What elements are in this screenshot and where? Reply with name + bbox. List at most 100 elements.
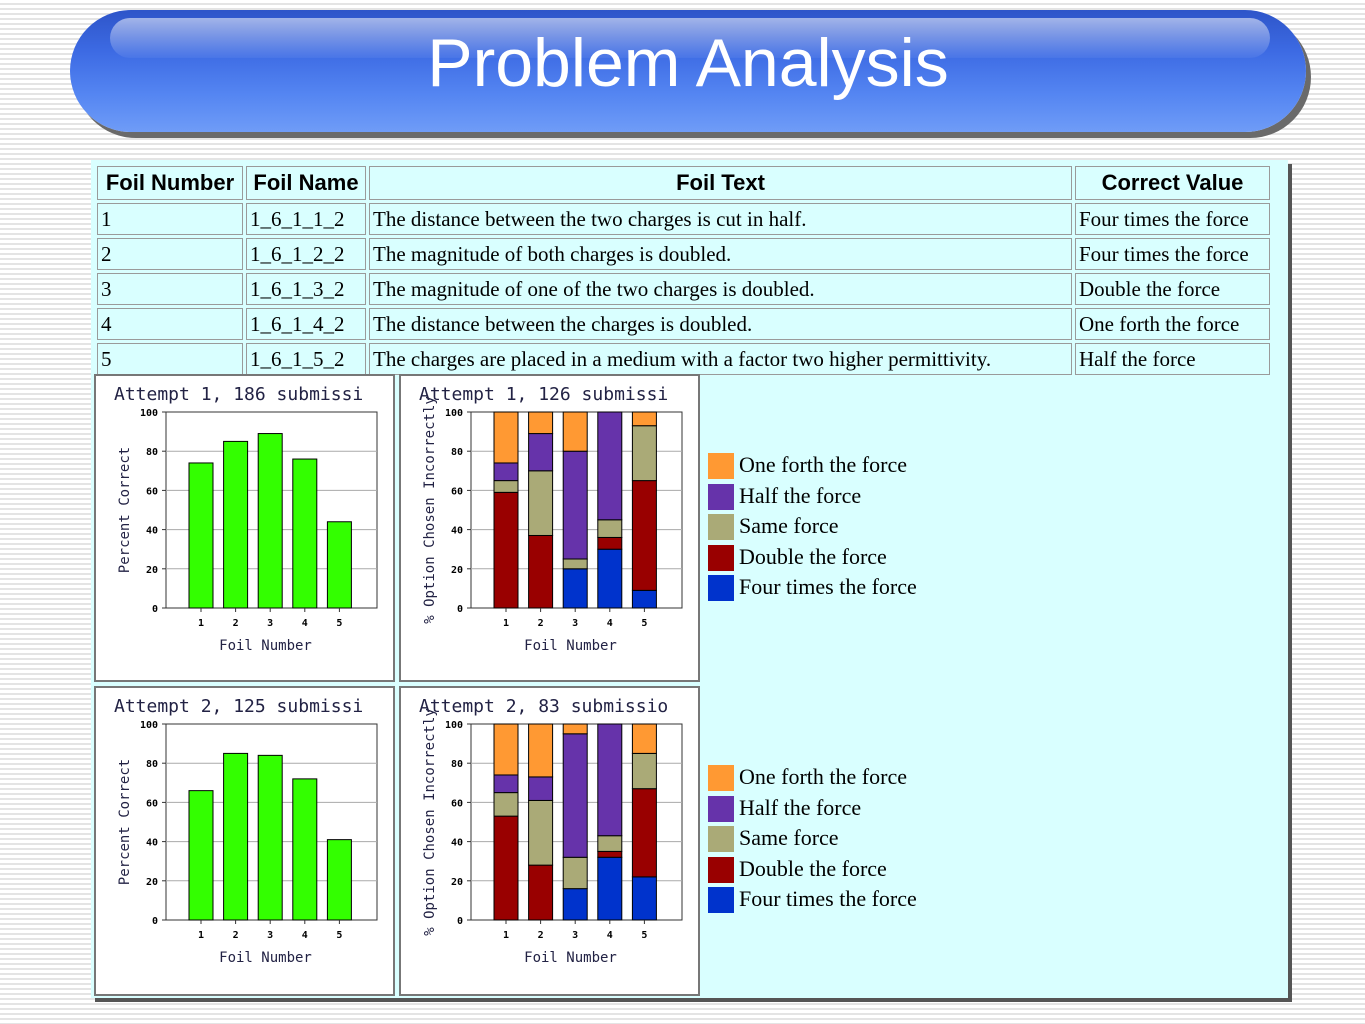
y-axis-label: Percent Correct bbox=[117, 447, 133, 573]
bar-segment bbox=[493, 411, 519, 464]
cell-foil-number: 2 bbox=[97, 238, 243, 270]
y-tick-label: 20 bbox=[451, 565, 463, 576]
x-tick-label: 2 bbox=[538, 930, 544, 941]
bar-segment bbox=[528, 723, 554, 778]
y-tick-label: 100 bbox=[445, 720, 463, 731]
table-row: 2 1_6_1_2_2 The magnitude of both charge… bbox=[97, 238, 1270, 270]
header-foil-number: Foil Number bbox=[97, 166, 243, 200]
y-tick-label: 20 bbox=[451, 877, 463, 888]
y-tick-label: 20 bbox=[146, 565, 158, 576]
bar-segment bbox=[562, 888, 588, 921]
y-tick-label: 100 bbox=[140, 720, 158, 731]
y-axis-label: % Option Chosen Incorrectly bbox=[422, 396, 438, 624]
legend-swatch bbox=[708, 453, 734, 479]
y-tick-label: 60 bbox=[451, 486, 463, 497]
bar-segment bbox=[631, 411, 657, 427]
chart-svg: Attempt 1, 186 submissi 0 20 40 60 80 100 Perce… bbox=[114, 384, 378, 654]
cell-foil-number: 3 bbox=[97, 273, 243, 305]
chart-svg: Attempt 1, 126 submissi 0 20 40 60 80 100 % Opt… bbox=[419, 384, 683, 654]
bar-segment bbox=[631, 425, 657, 482]
cell-foil-name: 1_6_1_2_2 bbox=[246, 238, 366, 270]
cell-foil-number: 4 bbox=[97, 308, 243, 340]
y-tick-label: 60 bbox=[451, 798, 463, 809]
foil-table: Foil Number Foil Name Foil Text Correct … bbox=[94, 163, 1273, 378]
legend-label: One forth the force bbox=[739, 764, 907, 789]
cell-foil-text: The magnitude of one of the two charges … bbox=[369, 273, 1072, 305]
cell-correct-value: Double the force bbox=[1075, 273, 1270, 305]
y-axis-label: % Option Chosen Incorrectly bbox=[422, 708, 438, 936]
bar-segment bbox=[562, 723, 588, 735]
chart-svg: Attempt 2, 83 submissio 0 20 40 60 80 100 % Opt… bbox=[419, 696, 683, 966]
header-foil-text: Foil Text bbox=[369, 166, 1072, 200]
x-tick-label: 2 bbox=[233, 618, 239, 629]
x-tick-label: 1 bbox=[503, 618, 509, 629]
legend-label: Double the force bbox=[739, 543, 887, 569]
x-tick-label: 4 bbox=[607, 930, 613, 941]
header-foil-name: Foil Name bbox=[246, 166, 366, 200]
x-tick-label: 3 bbox=[572, 930, 578, 941]
bar-segment bbox=[528, 411, 554, 435]
legend-swatch bbox=[708, 887, 734, 913]
y-tick-label: 60 bbox=[146, 486, 158, 497]
bar-segment bbox=[493, 480, 519, 493]
y-tick-label: 40 bbox=[146, 838, 158, 849]
table-header-row: Foil Number Foil Name Foil Text Correct … bbox=[97, 166, 1270, 200]
bar-segment bbox=[562, 733, 588, 858]
bar-segment bbox=[631, 589, 657, 609]
cell-foil-text: The magnitude of both charges is doubled… bbox=[369, 238, 1072, 270]
bar bbox=[326, 839, 352, 921]
bar-segment bbox=[562, 558, 588, 570]
bar bbox=[292, 458, 318, 609]
x-tick-label: 5 bbox=[641, 930, 647, 941]
table-row: 3 1_6_1_3_2 The magnitude of one of the … bbox=[97, 273, 1270, 305]
legend-label: Double the force bbox=[739, 855, 887, 881]
bar-segment bbox=[562, 450, 588, 560]
y-axis-label: Percent Correct bbox=[117, 759, 133, 885]
cell-foil-number: 1 bbox=[97, 203, 243, 235]
bar-segment bbox=[493, 462, 519, 482]
chart-attempt1-incorrect: Attempt 1, 126 submissi 0 20 40 60 80 100 % Opt… bbox=[399, 374, 700, 682]
bar-segment bbox=[597, 411, 623, 521]
legend-swatch bbox=[708, 765, 734, 791]
x-tick-label: 4 bbox=[302, 618, 308, 629]
chart-attempt1-correct: Attempt 1, 186 submissi 0 20 40 60 80 100 Perce… bbox=[94, 374, 395, 682]
bar-segment bbox=[562, 411, 588, 452]
legend-label: One forth the force bbox=[739, 452, 907, 477]
table-row: 5 1_6_1_5_2 The charges are placed in a … bbox=[97, 343, 1270, 375]
bar-segment bbox=[631, 752, 657, 790]
chart-attempt2-incorrect: Attempt 2, 83 submissio 0 20 40 60 80 100 % Opt… bbox=[399, 686, 700, 996]
bar bbox=[223, 752, 249, 921]
y-tick-label: 80 bbox=[451, 447, 463, 458]
legend-swatch bbox=[708, 514, 734, 540]
bar-segment bbox=[493, 491, 519, 609]
chart-title: Attempt 1, 126 submissi bbox=[419, 384, 668, 405]
cell-foil-name: 1_6_1_5_2 bbox=[246, 343, 366, 375]
y-tick-label: 100 bbox=[445, 408, 463, 419]
cell-foil-name: 1_6_1_4_2 bbox=[246, 308, 366, 340]
bar-segment bbox=[597, 723, 623, 837]
chart-title: Attempt 2, 83 submissio bbox=[419, 696, 668, 717]
bar bbox=[257, 754, 283, 921]
bar-segment bbox=[631, 723, 657, 754]
bar-segment bbox=[597, 536, 623, 550]
chart-svg: Attempt 2, 125 submissi 0 20 40 60 80 100 Perce… bbox=[114, 696, 378, 966]
legend-label: Same force bbox=[739, 513, 839, 538]
cell-foil-name: 1_6_1_3_2 bbox=[246, 273, 366, 305]
bar bbox=[188, 462, 214, 609]
y-tick-label: 0 bbox=[457, 604, 463, 615]
x-axis-label: Foil Number bbox=[524, 950, 617, 966]
x-tick-label: 3 bbox=[572, 618, 578, 629]
x-tick-label: 5 bbox=[336, 618, 342, 629]
x-tick-label: 1 bbox=[198, 930, 204, 941]
bar-segment bbox=[528, 534, 554, 609]
legend-swatch bbox=[708, 483, 734, 510]
bar-segment bbox=[562, 568, 588, 609]
cell-foil-text: The distance between the charges is doub… bbox=[369, 308, 1072, 340]
banner-shine bbox=[110, 18, 1270, 58]
cell-foil-text: The charges are placed in a medium with … bbox=[369, 343, 1072, 375]
bar-segment bbox=[528, 776, 554, 801]
content-panel: Foil Number Foil Name Foil Text Correct … bbox=[91, 160, 1288, 998]
bar-segment bbox=[528, 470, 554, 536]
x-tick-label: 2 bbox=[233, 930, 239, 941]
legend-label: Four times the force bbox=[739, 886, 917, 911]
